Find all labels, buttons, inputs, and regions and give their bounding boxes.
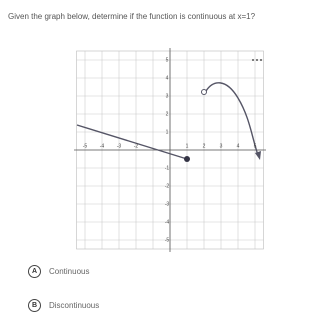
y-tick-label: 1 <box>166 129 169 135</box>
closed-point <box>184 156 190 162</box>
y-tick-label: -2 <box>165 183 170 189</box>
x-tick-label: 3 <box>220 143 223 149</box>
x-tick-label: -2 <box>134 143 139 149</box>
option-a[interactable]: A Continuous <box>28 265 89 278</box>
left-piece <box>76 124 188 160</box>
y-tick-label: 3 <box>166 93 169 99</box>
option-letter: A <box>28 265 41 278</box>
x-tick-label: -5 <box>83 143 88 149</box>
x-tick-label: 4 <box>237 143 240 149</box>
question: Given the graph below, determine if the … <box>8 12 256 21</box>
option-text: Discontinuous <box>49 301 100 310</box>
x-tick-label: 5 <box>254 143 257 149</box>
x-tick-label: 2 <box>203 143 206 149</box>
y-tick-label: 5 <box>166 57 169 63</box>
open-point <box>201 89 207 95</box>
y-tick-label: 2 <box>166 111 169 117</box>
x-tick-label: -3 <box>117 143 122 149</box>
more-dots <box>252 59 262 61</box>
y-tick-label: -3 <box>165 201 170 207</box>
y-tick-label: -4 <box>165 219 170 225</box>
y-tick-label: -5 <box>165 237 170 243</box>
option-b[interactable]: B Discontinuous <box>28 299 99 312</box>
arrow-head <box>255 151 261 160</box>
option-text: Continuous <box>49 267 90 276</box>
option-letter: B <box>28 299 41 312</box>
y-tick-label: -1 <box>165 165 170 171</box>
right-piece <box>205 82 259 156</box>
x-tick-label: -4 <box>100 143 105 149</box>
x-tick-label: 1 <box>186 143 189 149</box>
y-tick-label: 4 <box>166 75 169 81</box>
